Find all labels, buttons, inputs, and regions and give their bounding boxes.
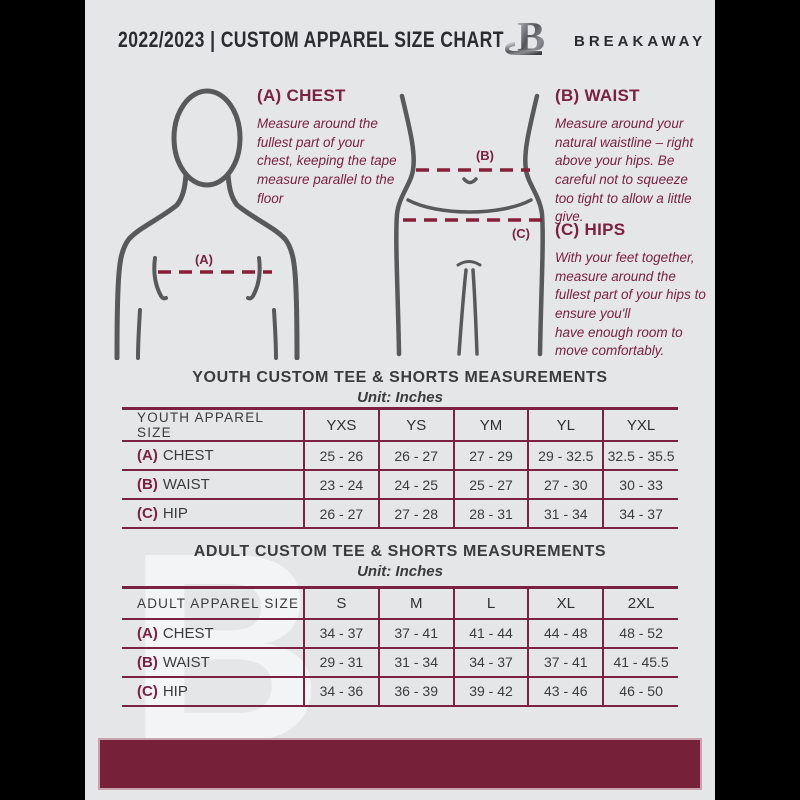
measurement-row: (A) CHEST 25 - 26 26 - 27 27 - 29 29 - 32.5 32… [122, 441, 678, 471]
measurement-value-cell: 23 - 24 [303, 470, 379, 500]
measurement-value-cell: 41 - 44 [452, 618, 529, 649]
measurement-row: (C) HIP 26 - 27 27 - 28 28 - 31 31 - 34 34 - 3… [122, 499, 678, 529]
adult-size-table: ADULT APPAREL SIZE S M L XL 2XL (A) CHEST 34 - 3… [122, 586, 678, 707]
brand-name: BREAKAWAY [574, 33, 707, 50]
size-header-cell: YXS [303, 408, 379, 442]
measurement-row-label: (C) HIP [122, 499, 304, 529]
size-header-cell: 2XL [602, 587, 678, 620]
size-header-cell: M [377, 587, 454, 620]
measurement-row: (B) WAIST 23 - 24 24 - 25 25 - 27 27 - 30 30 -… [122, 470, 678, 500]
measurement-value-cell: 26 - 27 [303, 499, 379, 529]
measurement-row-label: (A) CHEST [122, 618, 304, 649]
measurement-value-cell: 48 - 52 [602, 618, 678, 649]
hips-instructions: (C) HIPS With your feet together, measur… [555, 220, 713, 361]
size-header-cell: YM [452, 408, 529, 442]
measurement-key: (B) [137, 476, 158, 493]
size-header-cell: YL [527, 408, 604, 442]
youth-unit-label: Unit: Inches [357, 389, 443, 406]
hips-line-label: (C) [512, 226, 530, 241]
size-header-cell: XL [527, 587, 604, 620]
measurement-value-cell: 32.5 - 35.5 [602, 441, 678, 471]
measurement-value-cell: 27 - 30 [527, 470, 604, 500]
measurement-value-cell: 25 - 27 [452, 470, 529, 500]
waist-instructions: (B) WAIST Measure around your natural wa… [555, 86, 707, 227]
measurement-value-cell: 27 - 28 [377, 499, 454, 529]
measurement-value-cell: 30 - 33 [602, 470, 678, 500]
measurement-row-label: (A) CHEST [122, 441, 304, 471]
hips-heading: (C) HIPS [555, 220, 626, 239]
size-column-header: ADULT APPAREL SIZE [122, 587, 304, 620]
measurement-row-label: (B) WAIST [122, 647, 304, 678]
measurement-value-cell: 25 - 26 [303, 441, 379, 471]
measurement-value-cell: 24 - 25 [377, 470, 454, 500]
waist-heading: (B) WAIST [555, 86, 640, 105]
chest-instructions: (A) CHEST Measure around the fullest par… [257, 86, 403, 208]
size-header-cell: YS [377, 408, 454, 442]
hips-body-text: With your feet together, measure around … [555, 250, 706, 359]
measurement-key: (C) [137, 682, 158, 700]
measurement-value-cell: 37 - 41 [377, 618, 454, 649]
measurement-value-cell: 29 - 31 [303, 647, 379, 678]
size-header-cell: L [452, 587, 529, 620]
measurement-value-cell: 41 - 45.5 [602, 647, 678, 678]
measurement-key: (A) [137, 624, 158, 642]
adult-section-title: ADULT CUSTOM TEE & SHORTS MEASUREMENTS [193, 543, 607, 560]
table-header-row: YOUTH APPAREL SIZE YXS YS YM YL YXL [122, 408, 678, 442]
measurement-row: (A) CHEST 34 - 37 37 - 41 41 - 44 44 - 48 48 -… [122, 618, 678, 649]
measurement-value-cell: 34 - 37 [602, 499, 678, 529]
measurement-row: (C) HIP 34 - 36 36 - 39 39 - 42 43 - 46 46 - 5… [122, 676, 678, 707]
measurement-row-label: (C) HIP [122, 676, 304, 707]
waist-body-text: Measure around your natural waistline – … [555, 116, 694, 225]
page-title: 2022/2023 | CUSTOM APPAREL SIZE CHART [118, 27, 504, 52]
size-header-cell: S [303, 587, 379, 620]
measurement-value-cell: 34 - 37 [452, 647, 529, 678]
measurement-value-cell: 34 - 37 [303, 618, 379, 649]
measurement-value-cell: 44 - 48 [527, 618, 604, 649]
measurement-value-cell: 37 - 41 [527, 647, 604, 678]
measurement-value-cell: 34 - 36 [303, 676, 379, 707]
table-header-row: ADULT APPAREL SIZE S M L XL 2XL [122, 587, 678, 620]
measurement-key: (B) [137, 653, 158, 671]
youth-size-table: YOUTH APPAREL SIZE YXS YS YM YL YXL (A) CHEST 25… [122, 407, 678, 529]
measurement-key: (C) [137, 505, 158, 522]
adult-unit-label: Unit: Inches [357, 563, 443, 580]
measurement-value-cell: 29 - 32.5 [527, 441, 604, 471]
measurement-value-cell: 36 - 39 [377, 676, 454, 707]
chest-body-text: Measure around the fullest part of your … [257, 116, 397, 206]
measurement-value-cell: 31 - 34 [377, 647, 454, 678]
measurement-value-cell: 39 - 42 [452, 676, 529, 707]
measurement-value-cell: 31 - 34 [527, 499, 604, 529]
measurement-row-label: (B) WAIST [122, 470, 304, 500]
youth-section-title: YOUTH CUSTOM TEE & SHORTS MEASUREMENTS [192, 369, 608, 386]
size-column-header: YOUTH APPAREL SIZE [122, 408, 304, 442]
measurement-value-cell: 28 - 31 [452, 499, 529, 529]
measurement-value-cell: 46 - 50 [602, 676, 678, 707]
measurement-value-cell: 43 - 46 [527, 676, 604, 707]
measurement-value-cell: 26 - 27 [377, 441, 454, 471]
upper-body-figure: (A) [114, 88, 300, 360]
measurement-row: (B) WAIST 29 - 31 31 - 34 34 - 37 37 - 41 41 -… [122, 647, 678, 678]
size-chart-page: B 2022/2023 | CUSTOM APPAREL SIZE CHART … [85, 0, 715, 800]
chest-line-label: (A) [195, 252, 213, 267]
chest-heading: (A) CHEST [257, 86, 346, 105]
measurement-value-cell: 27 - 29 [452, 441, 529, 471]
footer-accent-bar [98, 738, 702, 790]
measurement-key: (A) [137, 447, 158, 464]
size-header-cell: YXL [602, 408, 678, 442]
waist-line-label: (B) [476, 148, 494, 163]
breakaway-logo-icon: B [504, 15, 545, 61]
lower-body-figure: (B) (C) [394, 93, 546, 357]
